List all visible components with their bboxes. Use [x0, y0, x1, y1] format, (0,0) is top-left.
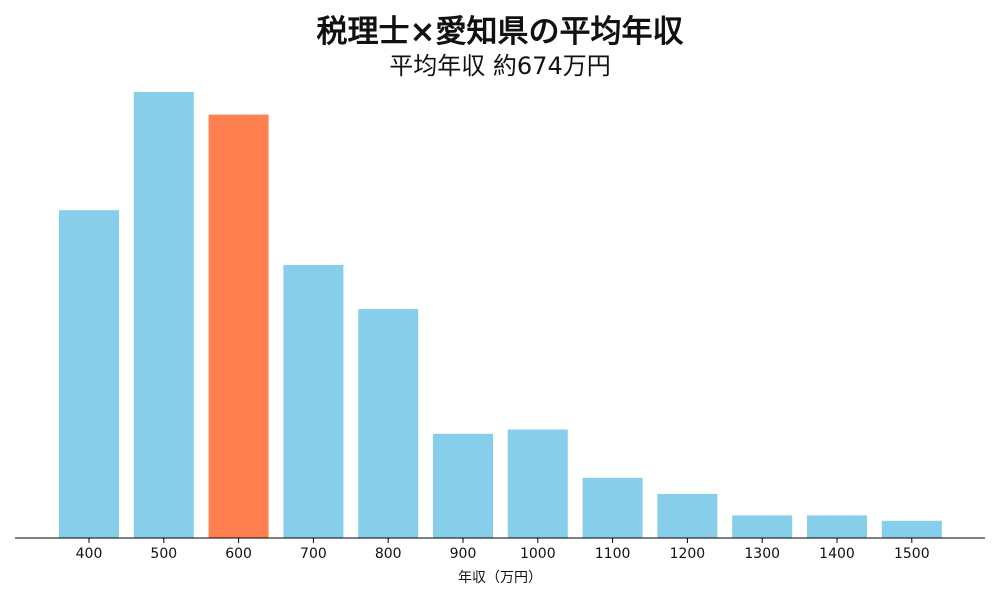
bar-800	[358, 309, 419, 538]
bar-1000	[507, 429, 568, 538]
bar-1400	[807, 515, 867, 538]
x-tick-label-1400: 1400	[819, 546, 855, 562]
x-tick-label-900: 900	[450, 546, 477, 562]
bar-1100	[582, 477, 643, 538]
bar-1200	[657, 493, 718, 538]
bar-1500	[881, 520, 942, 538]
x-tick-label-400: 400	[76, 546, 103, 562]
bar-500	[133, 92, 194, 538]
x-tick-label-1100: 1100	[595, 546, 631, 562]
x-tick-label-1000: 1000	[520, 546, 556, 562]
bar-600	[208, 114, 269, 538]
bar-900	[433, 433, 493, 538]
x-tick-label-800: 800	[375, 546, 402, 562]
bar-1300	[732, 515, 793, 538]
x-tick-label-1200: 1200	[670, 546, 706, 562]
x-tick-label-500: 500	[150, 546, 177, 562]
x-tick-label-600: 600	[225, 546, 252, 562]
x-ticks-group: 400 500 600 700 800 900 1000 1100 1200 1300 1400 15…	[76, 538, 930, 562]
x-tick-label-1300: 1300	[744, 546, 780, 562]
x-tick-label-700: 700	[300, 546, 327, 562]
chart-subtitle: 平均年収 約674万円	[389, 52, 611, 80]
chart-title: 税理士×愛知県の平均年収	[316, 14, 684, 50]
x-axis-label: 年収（万円）	[458, 570, 542, 586]
bar-400	[59, 210, 119, 538]
bars-group	[59, 92, 942, 538]
bar-700	[283, 265, 344, 538]
x-tick-label-1500: 1500	[894, 546, 930, 562]
